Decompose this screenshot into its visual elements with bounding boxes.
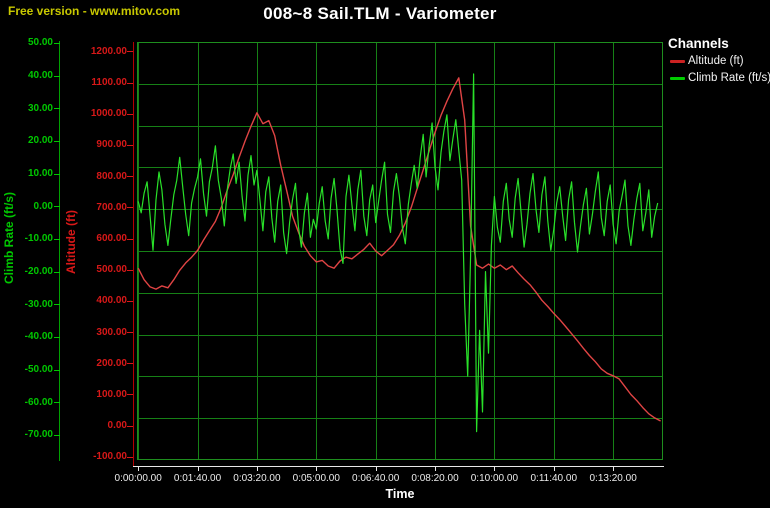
time-axis-tick-label: 0:06:40.00 xyxy=(352,473,400,484)
alt-axis-tick-label: 100.00 xyxy=(96,388,127,400)
alt-axis-tick-mark xyxy=(127,394,133,396)
climb-axis-tick-label: 40.00 xyxy=(27,70,53,82)
time-axis-tick-label: 0:11:40.00 xyxy=(530,473,578,484)
time-axis-line xyxy=(133,466,664,467)
time-axis-label: Time xyxy=(385,487,415,501)
legend-item-climb-rate: Climb Rate (ft/s) xyxy=(668,72,770,87)
alt-axis-tick-mark xyxy=(127,425,133,427)
climb-axis-tick-mark xyxy=(54,238,60,240)
alt-axis-tick-mark xyxy=(127,456,133,458)
alt-axis-tick-label: 1200.00 xyxy=(90,45,127,57)
alt-axis-tick-mark xyxy=(127,113,133,115)
altitude-series-line xyxy=(137,77,661,422)
time-axis-tick-label: 0:13:20.00 xyxy=(589,473,637,484)
climb-axis-tick-label: -50.00 xyxy=(24,364,53,376)
alt-axis-tick-mark xyxy=(127,363,133,365)
alt-axis-tick-label: 1100.00 xyxy=(91,77,127,89)
alt-axis-tick-label: 1000.00 xyxy=(90,108,127,120)
climb-axis-tick-mark xyxy=(54,42,60,44)
climb-axis-tick-mark xyxy=(54,108,60,110)
legend-item-label: Climb Rate (ft/s) xyxy=(688,72,770,84)
time-axis-tick-mark xyxy=(494,466,496,471)
climb-axis-tick-mark xyxy=(54,75,60,77)
time-axis-tick-mark xyxy=(375,466,377,471)
climb-axis-tick-mark xyxy=(54,434,60,436)
climb-axis-tick-label: -10.00 xyxy=(24,233,53,245)
alt-axis-tick-label: 800.00 xyxy=(96,170,127,182)
climb-axis-tick-mark xyxy=(54,336,60,338)
climb-axis-tick-mark xyxy=(54,402,60,404)
alt-axis-tick-mark xyxy=(127,269,133,271)
climb-axis-tick-label: -70.00 xyxy=(24,429,53,441)
climb-axis-tick-label: 50.00 xyxy=(27,37,53,49)
climb-axis-tick-label: 0.00 xyxy=(33,200,53,212)
climb-axis-tick-mark xyxy=(54,304,60,306)
legend-title: Channels xyxy=(668,36,729,51)
alt-axis-tick-label: 300.00 xyxy=(96,326,127,338)
time-axis-tick-mark xyxy=(138,466,140,471)
time-axis-tick-mark xyxy=(316,466,318,471)
time-axis-tick-label: 0:01:40.00 xyxy=(173,473,222,484)
climb-rate-axis-line xyxy=(59,41,60,461)
climb-axis-tick-mark xyxy=(54,206,60,208)
alt-axis-tick-label: 600.00 xyxy=(96,233,127,245)
climb-axis-tick-mark xyxy=(54,140,60,142)
time-axis-tick-label: 0:00:00.00 xyxy=(114,473,162,484)
time-axis-tick-mark xyxy=(553,466,555,471)
time-axis-tick-mark xyxy=(435,466,437,471)
time-axis-tick-mark xyxy=(256,466,258,471)
alt-axis-tick-label: 400.00 xyxy=(96,295,127,307)
time-axis-tick-mark xyxy=(197,466,199,471)
alt-axis-tick-label: 0.00 xyxy=(107,420,127,432)
legend-color-dash-icon xyxy=(670,77,685,80)
alt-axis-tick-mark xyxy=(127,300,133,302)
climb-axis-tick-label: -60.00 xyxy=(24,396,53,408)
altitude-axis-title: Altitude (ft) xyxy=(64,210,78,274)
page-title: 008~8 Sail.TLM - Variometer xyxy=(263,4,497,23)
alt-axis-tick-mark xyxy=(127,176,133,178)
altitude-axis-line xyxy=(133,42,134,466)
climb-axis-tick-label: 20.00 xyxy=(27,135,53,147)
climb-axis-tick-label: -30.00 xyxy=(24,298,53,310)
plot-border xyxy=(137,42,663,460)
alt-axis-tick-mark xyxy=(127,332,133,334)
climb-axis-tick-label: 10.00 xyxy=(27,168,53,180)
climb-axis-tick-label: -20.00 xyxy=(24,266,53,278)
alt-axis-tick-mark xyxy=(127,144,133,146)
legend-item-altitude: Altitude (ft) xyxy=(668,55,768,70)
alt-axis-tick-label: 500.00 xyxy=(96,264,127,276)
alt-axis-tick-label: 200.00 xyxy=(96,357,127,369)
alt-axis-tick-mark xyxy=(127,207,133,209)
legend-color-dash-icon xyxy=(670,60,685,63)
climb-axis-tick-mark xyxy=(54,271,60,273)
channels-legend: Channels Altitude (ft) Climb Rate (ft/s) xyxy=(668,36,770,87)
alt-axis-tick-mark xyxy=(127,82,133,84)
time-axis-tick-label: 0:05:00.00 xyxy=(292,473,340,484)
time-axis-tick-label: 0:10:00.00 xyxy=(470,473,519,484)
alt-axis-tick-label: 900.00 xyxy=(96,139,127,151)
time-axis-tick-label: 0:03:20.00 xyxy=(233,473,281,484)
climb-axis-tick-mark xyxy=(54,369,60,371)
time-axis-tick-label: 0:08:20.00 xyxy=(411,473,459,484)
time-axis-tick-mark xyxy=(613,466,615,471)
alt-axis-tick-label: -100.00 xyxy=(93,451,127,463)
climb-rate-series-line xyxy=(137,73,659,433)
alt-axis-tick-label: 700.00 xyxy=(96,201,127,213)
climb-axis-tick-mark xyxy=(54,173,60,175)
climb-axis-tick-label: -40.00 xyxy=(24,331,53,343)
legend-item-label: Altitude (ft) xyxy=(688,55,744,67)
free-version-watermark: Free version - www.mitov.com xyxy=(8,4,181,18)
plot-area[interactable] xyxy=(137,42,663,460)
alt-axis-tick-mark xyxy=(127,238,133,240)
alt-axis-tick-mark xyxy=(127,51,133,53)
climb-axis-tick-label: 30.00 xyxy=(27,102,53,114)
